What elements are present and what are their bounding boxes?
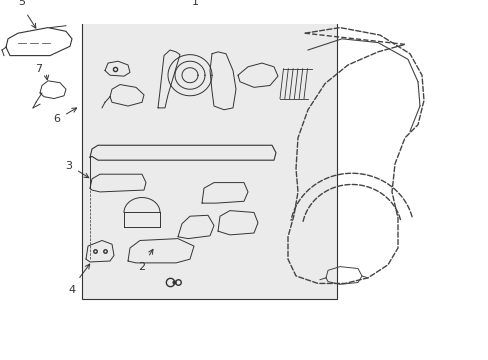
Text: 3: 3	[65, 161, 72, 171]
Text: 6: 6	[53, 114, 60, 124]
Text: 1: 1	[191, 0, 198, 7]
Text: 7: 7	[35, 64, 42, 74]
Bar	[82, 14, 336, 299]
Text: 4: 4	[68, 285, 76, 295]
Text: 2: 2	[138, 262, 145, 272]
Text: 5: 5	[19, 0, 25, 7]
